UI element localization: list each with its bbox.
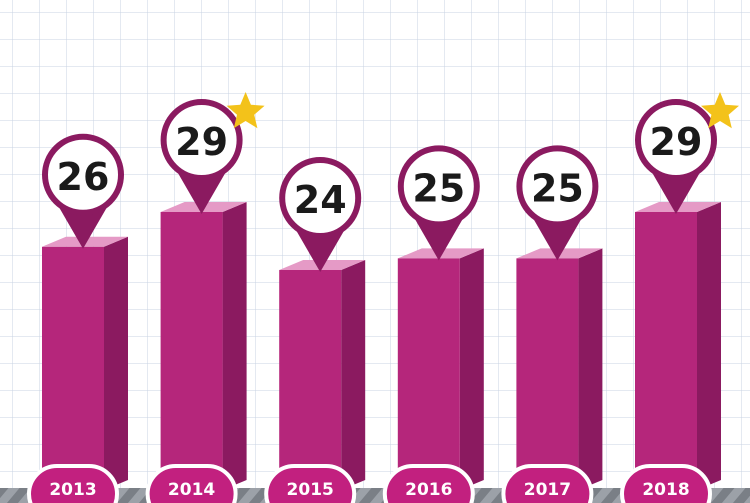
year-pill: 2013 — [27, 464, 119, 503]
pin-ring — [635, 99, 717, 181]
pill-shape — [501, 464, 594, 503]
star — [701, 92, 739, 129]
bar-front — [160, 212, 223, 490]
pill-shape — [382, 464, 475, 503]
bar-side — [697, 202, 721, 490]
pill-shape — [620, 464, 712, 503]
bar-side — [341, 260, 366, 490]
bar-front — [279, 270, 342, 490]
bar-front — [42, 246, 104, 490]
value-label: 29 — [175, 120, 228, 164]
value-label: 26 — [57, 155, 110, 199]
value-label: 25 — [531, 166, 584, 210]
x-tick-label: 2018 — [642, 480, 689, 500]
value-label: 24 — [294, 178, 347, 222]
bar — [635, 202, 721, 490]
value-pin: 29 — [160, 92, 265, 214]
bar — [279, 260, 366, 490]
bar-front — [635, 212, 697, 490]
bar-side — [459, 248, 484, 490]
pin-ring — [397, 145, 480, 228]
pin-ring — [160, 99, 243, 181]
pins: 26 29 24 25 25 29 — [42, 92, 739, 272]
value-label: 29 — [650, 120, 703, 164]
pin-ring — [42, 133, 124, 216]
pill-shape — [264, 464, 357, 503]
year-pill: 2017 — [501, 464, 594, 503]
value-pin: 25 — [397, 145, 480, 261]
x-tick-label: 2016 — [405, 480, 452, 500]
pill-shape — [145, 464, 238, 503]
x-tick-label: 2013 — [49, 480, 96, 500]
bar-side — [578, 248, 603, 490]
pin-ring — [516, 145, 599, 228]
year-pill: 2015 — [264, 464, 357, 503]
x-tick-label: 2015 — [287, 480, 334, 500]
year-pills: 2013 2014 2015 2016 2017 2018 — [27, 464, 712, 503]
value-pin: 29 — [635, 92, 739, 214]
year-pill: 2016 — [382, 464, 475, 503]
bar — [42, 236, 128, 490]
x-tick-label: 2017 — [524, 480, 571, 500]
bar-front — [397, 258, 460, 490]
bar — [397, 248, 484, 490]
year-pill: 2018 — [620, 464, 712, 503]
x-tick-label: 2014 — [168, 480, 215, 500]
star — [226, 92, 265, 129]
value-pin: 26 — [42, 133, 124, 249]
value-pin: 24 — [279, 157, 362, 272]
value-label: 25 — [412, 166, 465, 210]
bar-side — [104, 236, 128, 490]
bar-front — [516, 258, 579, 490]
pin-ring — [279, 157, 362, 239]
bar-side — [222, 202, 247, 490]
bar — [516, 248, 603, 490]
year-pill: 2014 — [145, 464, 238, 503]
bar — [160, 202, 247, 490]
bars — [42, 202, 721, 490]
pill-shape — [27, 464, 119, 503]
value-pin: 25 — [516, 145, 599, 261]
